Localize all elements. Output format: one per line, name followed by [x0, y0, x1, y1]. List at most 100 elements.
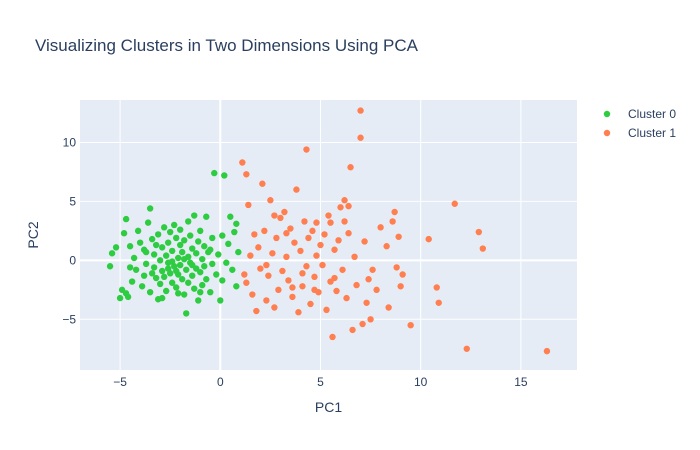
- data-point: [219, 232, 226, 239]
- data-point: [172, 284, 180, 291]
- data-point: [156, 280, 164, 288]
- data-point: [108, 250, 116, 257]
- data-point: [307, 300, 314, 308]
- data-point: [128, 278, 136, 285]
- legend-item-cluster-0[interactable]: Cluster 0: [603, 107, 677, 121]
- data-point: [112, 244, 120, 251]
- data-point: [177, 261, 184, 269]
- data-point: [357, 107, 364, 114]
- data-point: [195, 238, 202, 245]
- data-point: [317, 241, 324, 249]
- data-point: [197, 227, 204, 235]
- data-point: [160, 273, 168, 281]
- data-point: [249, 291, 256, 298]
- data-point: [479, 245, 487, 252]
- data-point: [289, 293, 296, 301]
- data-point: [243, 171, 250, 178]
- data-point: [219, 277, 226, 284]
- data-point: [185, 279, 192, 286]
- y-tick-label: 5: [69, 194, 76, 208]
- data-point: [475, 228, 483, 236]
- data-point: [377, 224, 384, 231]
- data-point: [313, 219, 320, 226]
- data-point: [275, 286, 282, 294]
- data-point: [281, 208, 288, 216]
- data-point: [207, 246, 214, 253]
- data-point: [341, 197, 348, 204]
- data-point: [277, 214, 284, 222]
- data-point: [221, 172, 228, 179]
- data-point: [138, 283, 146, 290]
- x-tick-label: 15: [514, 375, 528, 389]
- y-tick-label: −5: [62, 312, 76, 326]
- data-point: [463, 345, 470, 352]
- data-point: [130, 254, 138, 262]
- data-point: [325, 212, 332, 219]
- data-point: [363, 299, 370, 306]
- data-point: [168, 279, 176, 286]
- data-point: [229, 266, 236, 273]
- legend[interactable]: Cluster 0 Cluster 1: [603, 107, 677, 140]
- data-point: [197, 268, 204, 276]
- data-point: [261, 227, 268, 235]
- data-point: [150, 264, 158, 271]
- data-point: [343, 294, 350, 302]
- data-point: [166, 228, 174, 236]
- data-point: [172, 234, 180, 242]
- data-point: [201, 263, 208, 270]
- data-point: [345, 230, 352, 237]
- x-tick-label: 0: [217, 375, 224, 389]
- data-point: [369, 266, 376, 273]
- data-point: [235, 248, 242, 256]
- data-point: [543, 347, 551, 355]
- data-point: [233, 220, 240, 227]
- data-point: [209, 260, 216, 268]
- data-point: [189, 272, 196, 279]
- data-point: [174, 290, 182, 297]
- data-point: [116, 294, 124, 302]
- data-point: [347, 164, 354, 171]
- plot-area: [80, 100, 577, 370]
- data-point: [152, 274, 160, 282]
- legend-label: Cluster 0: [628, 107, 676, 121]
- data-point: [333, 287, 340, 295]
- data-point: [321, 231, 328, 238]
- data-point: [225, 240, 232, 248]
- data-point: [172, 267, 180, 275]
- data-point: [181, 237, 188, 244]
- legend-item-cluster-1[interactable]: Cluster 1: [603, 126, 677, 140]
- data-point: [425, 235, 432, 243]
- data-point: [359, 320, 366, 328]
- data-point: [203, 276, 210, 283]
- data-point: [271, 304, 278, 311]
- tick-labels: −5 0 5 10 15 −5 0 5 10: [62, 135, 528, 389]
- data-point: [435, 299, 442, 306]
- legend-label: Cluster 1: [628, 126, 676, 140]
- data-point: [106, 263, 114, 270]
- data-point: [385, 304, 392, 311]
- data-point: [271, 212, 278, 219]
- data-point: [309, 227, 316, 235]
- data-point: [293, 186, 300, 193]
- data-point: [160, 224, 168, 231]
- data-point: [257, 265, 264, 272]
- data-point: [283, 230, 290, 237]
- data-point: [142, 248, 150, 256]
- data-point: [152, 241, 160, 249]
- legend-marker: [603, 110, 611, 118]
- data-point: [451, 200, 458, 207]
- data-point: [299, 270, 306, 277]
- data-point: [391, 208, 398, 216]
- chart-title: Visualizing Clusters in Two Dimensions U…: [35, 36, 419, 55]
- data-point: [126, 243, 134, 250]
- data-point: [189, 245, 196, 252]
- data-point: [329, 333, 336, 341]
- data-point: [183, 266, 190, 273]
- x-tick-label: 5: [317, 375, 324, 389]
- data-point: [195, 297, 202, 304]
- data-point: [126, 264, 134, 271]
- data-point: [156, 257, 164, 264]
- data-point: [433, 284, 440, 291]
- data-point: [148, 270, 156, 277]
